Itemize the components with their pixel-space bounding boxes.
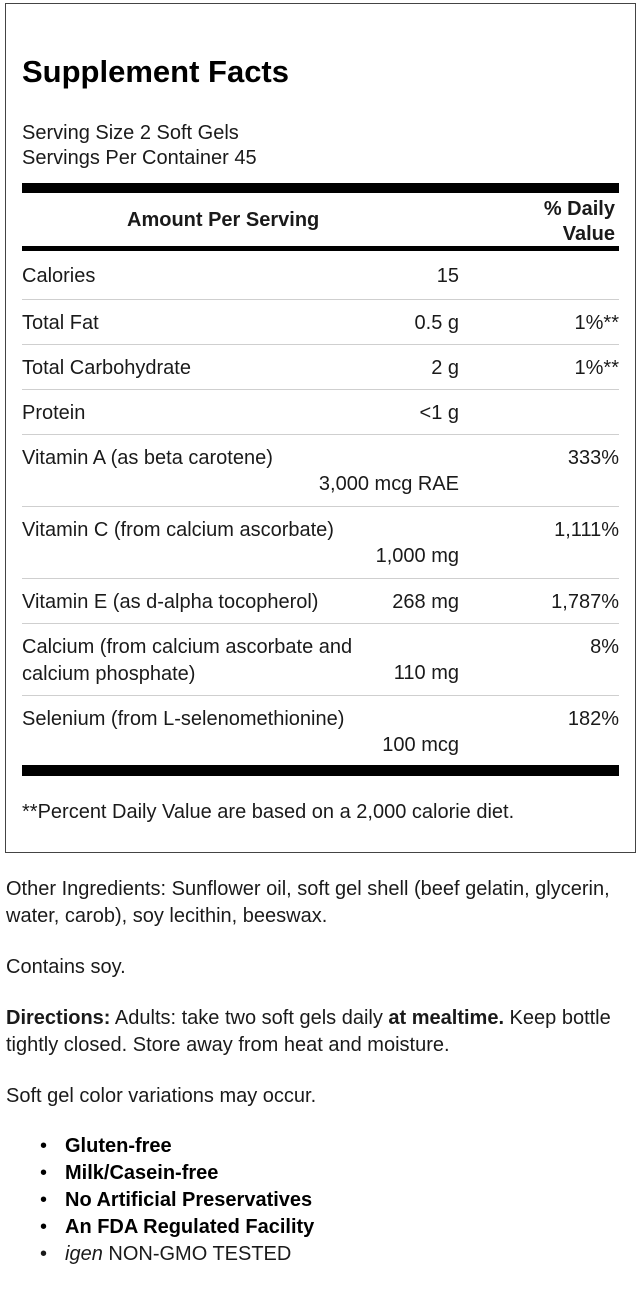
- nutrient-daily-value: 1,787%: [551, 591, 619, 613]
- non-gmo-text: NON-GMO TESTED: [102, 1243, 292, 1265]
- directions-label: Directions:: [6, 1007, 111, 1029]
- nutrient-daily-value: 1%**: [574, 357, 619, 379]
- feature-item: No Artificial Preservatives: [6, 1187, 631, 1214]
- nutrient-name: Protein: [22, 402, 86, 424]
- header-dv-line2: Value: [562, 223, 615, 245]
- directions-emphasis: at mealtime.: [388, 1007, 504, 1029]
- nutrient-row: Selenium (from L-selenomethionine) 100 mc…: [22, 696, 619, 767]
- bottom-thick-divider: [22, 765, 619, 776]
- igen-brand: igen: [65, 1243, 103, 1265]
- nutrient-daily-value: 8%: [590, 636, 619, 658]
- nutrient-daily-value: 182%: [567, 708, 619, 730]
- header-dv-line1: % Daily: [543, 198, 615, 220]
- nutrient-name: Vitamin A (as beta carotene): [22, 447, 273, 469]
- nutrient-daily-value: 1%**: [574, 312, 619, 334]
- nutrient-row: Vitamin A (as beta carotene) 3,000 mcg RA…: [22, 435, 619, 507]
- directions: Directions: Adults: take two soft gels d…: [6, 1005, 631, 1059]
- label-text: Other Ingredients: Sunflower oil, soft g…: [6, 876, 631, 1268]
- nutrient-row: Total Fat 0.5 g 1%**: [22, 300, 619, 345]
- allergen-note: Contains soy.: [6, 956, 126, 978]
- feature-list: Gluten-free Milk/Casein-free No Artifici…: [6, 1133, 631, 1268]
- nutrient-name: Vitamin C (from calcium ascorbate): [22, 519, 334, 541]
- non-gmo-item: igen NON-GMO TESTED: [6, 1241, 631, 1268]
- servings-per-container: Servings Per Container 45: [22, 147, 257, 169]
- nutrient-name: Selenium (from L-selenomethionine): [22, 708, 345, 730]
- table-header: Amount Per Serving % Daily Value: [22, 193, 619, 250]
- panel-title: Supplement Facts: [22, 54, 289, 89]
- nutrient-name: Vitamin E (as d-alpha tocopherol): [22, 591, 319, 613]
- nutrient-amount: 1,000 mg: [375, 545, 459, 567]
- nutrient-daily-value: 1,111%: [554, 519, 619, 541]
- nutrient-row: Protein <1 g: [22, 390, 619, 435]
- header-amount: Amount Per Serving: [127, 209, 320, 231]
- thick-divider: [22, 183, 619, 193]
- nutrient-amount: 100 mcg: [382, 734, 459, 756]
- directions-text: Adults: take two soft gels daily: [110, 1007, 389, 1029]
- serving-info: Serving Size 2 Soft Gels Servings Per Co…: [22, 121, 619, 171]
- directions-text-2: Keep bottle tightly closed. Store away f…: [6, 1007, 611, 1056]
- nutrient-row: Vitamin E (as d-alpha tocopherol) 268 mg 1…: [22, 579, 619, 624]
- nutrient-amount: <1 g: [419, 402, 459, 424]
- nutrient-daily-value: 333%: [567, 447, 619, 469]
- nutrient-amount: 110 mg: [393, 662, 459, 684]
- nutrient-name: Total Carbohydrate: [22, 357, 191, 379]
- nutrient-name: Calories: [22, 265, 96, 287]
- header-daily-value: % Daily Value: [544, 197, 615, 247]
- nutrient-row: Calcium (from calcium ascorbate and calc…: [22, 624, 619, 696]
- feature-item: An FDA Regulated Facility: [6, 1214, 631, 1241]
- nutrient-row: Calories 15: [22, 251, 619, 300]
- nutrient-amount: 3,000 mcg RAE: [318, 473, 459, 495]
- nutrient-amount: 15: [436, 265, 459, 287]
- header-divider: [22, 246, 619, 251]
- feature-item: Milk/Casein-free: [6, 1160, 631, 1187]
- footnote: **Percent Daily Value are based on a 2,0…: [22, 801, 515, 823]
- nutrient-row: Total Carbohydrate 2 g 1%**: [22, 345, 619, 390]
- color-note: Soft gel color variations may occur.: [6, 1085, 317, 1107]
- serving-size: Serving Size 2 Soft Gels: [22, 122, 239, 144]
- nutrient-name: Total Fat: [22, 312, 99, 334]
- supplement-facts-panel: Supplement Facts Serving Size 2 Soft Gel…: [5, 3, 636, 853]
- nutrient-amount: 268 mg: [392, 591, 459, 613]
- nutrient-row: Vitamin C (from calcium ascorbate) 1,000 …: [22, 507, 619, 579]
- nutrient-amount: 0.5 g: [414, 312, 459, 334]
- other-ingredients: Other Ingredients: Sunflower oil, soft g…: [6, 878, 610, 927]
- nutrient-table: Calories 15 Total Fat 0.5 g 1%** Total Carboh…: [22, 251, 619, 767]
- feature-item: Gluten-free: [6, 1133, 631, 1160]
- nutrient-name: Calcium (from calcium ascorbate and calc…: [22, 636, 353, 685]
- nutrient-amount: 2 g: [431, 357, 459, 379]
